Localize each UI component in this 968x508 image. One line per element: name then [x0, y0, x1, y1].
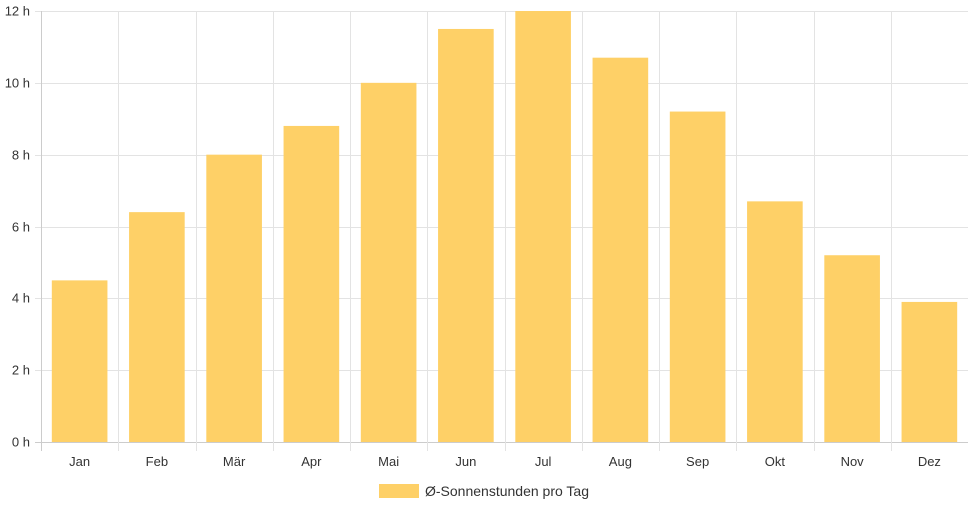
x-tick-label: Jul: [535, 454, 552, 469]
bar-okt: [747, 201, 803, 442]
bar-jun: [438, 28, 494, 442]
y-tick-label: 2 h: [12, 363, 30, 378]
bar-apr: [283, 125, 340, 442]
axes: 0 h 2 h 4 h 6 h 8 h 10 h 12 h Jan Feb Mär Apr Mai Ju…: [5, 4, 941, 470]
x-tick-label: Apr: [301, 454, 322, 469]
x-tick-label: Mai: [378, 454, 399, 469]
x-tick-label: Mär: [223, 454, 246, 469]
legend: Ø-Sonnenstunden pro Tag: [0, 480, 968, 502]
bars: [51, 11, 958, 443]
x-tick-label: Feb: [146, 454, 168, 469]
legend-label: Ø-Sonnenstunden pro Tag: [425, 483, 589, 499]
x-tick-label: Sep: [686, 454, 709, 469]
x-tick-label: Jan: [69, 454, 90, 469]
bar-mär: [206, 154, 262, 442]
x-tick-label: Jun: [455, 454, 476, 469]
bar-jan: [51, 280, 108, 442]
x-tick-label: Okt: [765, 454, 786, 469]
x-tick-label: Aug: [609, 454, 632, 469]
bar-mai: [360, 82, 417, 442]
bar-jul: [515, 11, 571, 442]
y-tick-label: 12 h: [5, 4, 30, 19]
bar-dez: [901, 301, 958, 442]
y-tick-label: 0 h: [12, 435, 30, 450]
bar-nov: [824, 255, 880, 442]
y-tick-label: 10 h: [5, 76, 30, 91]
y-tick-label: 6 h: [12, 220, 30, 235]
bar-aug: [592, 57, 649, 443]
x-tick-label: Nov: [841, 454, 865, 469]
bar-feb: [129, 212, 185, 442]
x-tick-label: Dez: [918, 454, 941, 469]
y-tick-label: 4 h: [12, 291, 30, 306]
grid: [35, 11, 968, 451]
legend-swatch: [379, 484, 419, 498]
y-tick-label: 8 h: [12, 148, 30, 163]
bar-sep: [669, 111, 726, 443]
